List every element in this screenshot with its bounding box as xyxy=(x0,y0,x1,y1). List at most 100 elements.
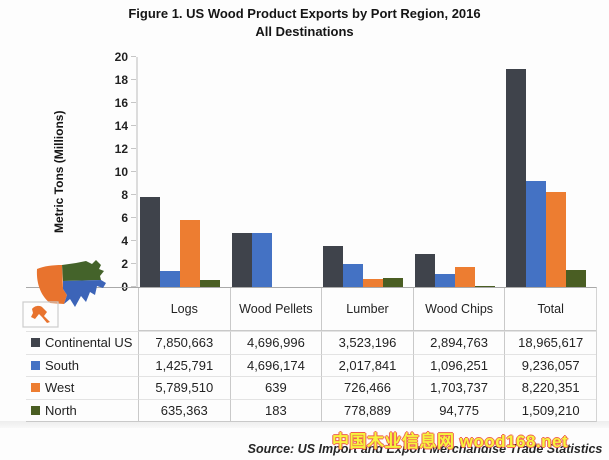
table-cell: 8,220,351 xyxy=(504,376,596,399)
y-tick-label: 2 xyxy=(121,257,128,271)
bar-continental-us xyxy=(140,196,160,287)
table-cell: 4,696,996 xyxy=(229,331,322,354)
bar-west xyxy=(546,192,567,287)
bar-south xyxy=(526,180,547,287)
legend-key-north xyxy=(31,405,40,415)
legend-key-west xyxy=(31,383,40,393)
bar-north xyxy=(474,285,495,287)
table-cell: 1,096,251 xyxy=(412,353,505,376)
table-header-wood-pellets: Wood Pellets xyxy=(229,288,322,331)
bar-continental-us xyxy=(323,246,344,287)
y-axis-tick-marks xyxy=(131,56,136,287)
table-row-continental-us-legend: Continental US xyxy=(26,331,138,354)
legend-key-continental-us xyxy=(31,338,40,348)
bar-west xyxy=(454,267,475,287)
table-cell: 4,696,174 xyxy=(229,353,322,376)
map-north-region xyxy=(62,260,104,281)
table-cell: 1,425,791 xyxy=(138,353,230,376)
bar-continental-us xyxy=(231,232,252,287)
table-row-south-legend: South xyxy=(26,353,138,377)
table-row-north-legend: North xyxy=(26,398,138,422)
bar-north xyxy=(200,279,220,287)
table-cell: 635,363 xyxy=(138,398,230,421)
chart-subtitle: All Destinations xyxy=(255,24,354,39)
bar-group-logs xyxy=(138,57,230,287)
table-row-west-legend: West xyxy=(26,376,138,399)
bar-north xyxy=(383,278,404,287)
bar-south xyxy=(251,233,272,287)
chart-title: Figure 1. US Wood Product Exports by Por… xyxy=(128,6,481,21)
y-axis-label: Metric Tons (Millions) xyxy=(52,110,66,234)
y-tick-mark xyxy=(131,217,136,218)
table-cell: 94,775 xyxy=(412,398,505,421)
table-cell: 1,703,737 xyxy=(412,376,505,399)
bar-south xyxy=(434,274,455,287)
y-tick-label: 16 xyxy=(114,96,128,110)
y-tick-mark xyxy=(131,56,136,57)
y-tick-mark xyxy=(131,194,136,195)
y-tick-mark xyxy=(131,148,136,149)
y-tick-label: 8 xyxy=(121,188,128,202)
y-tick-label: 14 xyxy=(114,119,128,133)
source-citation: Source: US Import and Export Merchandise… xyxy=(247,442,603,456)
us-region-map xyxy=(20,255,115,328)
y-tick-label: 20 xyxy=(114,50,128,64)
table-cell: 3,523,196 xyxy=(321,331,413,354)
table-cell: 726,466 xyxy=(321,376,413,399)
map-south-region xyxy=(63,280,106,307)
bar-south xyxy=(160,270,180,287)
y-tick-mark xyxy=(131,125,136,126)
bar-group-lumber xyxy=(321,57,413,287)
y-tick-label: 6 xyxy=(121,211,128,225)
y-tick-mark xyxy=(131,79,136,80)
legend-key-south xyxy=(31,360,40,370)
bar-west xyxy=(180,220,200,287)
bar-north xyxy=(566,269,587,287)
y-tick-label: 4 xyxy=(121,234,128,248)
alaska-inset-box xyxy=(22,301,59,328)
y-tick-label: 10 xyxy=(114,165,128,179)
table-header-logs: Logs xyxy=(138,288,230,331)
y-tick-mark xyxy=(131,171,136,172)
table-cell: 7,850,663 xyxy=(138,331,230,354)
table-cell: 9,236,057 xyxy=(504,353,596,376)
bar-south xyxy=(343,263,364,287)
table-cell: 2,894,763 xyxy=(412,331,505,354)
watermark-text: 中国木业信息网 wood168.net xyxy=(332,432,569,451)
y-tick-mark xyxy=(131,240,136,241)
bar-west xyxy=(363,278,384,287)
y-axis-line xyxy=(136,57,138,287)
bar-continental-us xyxy=(414,253,435,287)
y-tick-mark xyxy=(131,263,136,264)
map-alaska-region xyxy=(31,305,50,323)
bar-group-wood-chips xyxy=(413,57,505,287)
table-header-lumber: Lumber xyxy=(321,288,413,331)
legend-label-west: West xyxy=(45,380,75,396)
y-tick-mark xyxy=(131,286,136,287)
y-tick-label: 12 xyxy=(114,142,128,156)
bar-continental-us xyxy=(506,68,527,287)
legend-label-continental-us: Continental US xyxy=(45,335,133,351)
bar-group-total xyxy=(504,57,596,287)
legend-label-south: South xyxy=(45,357,79,373)
y-tick-mark xyxy=(131,102,136,103)
table-bottom-shade xyxy=(0,421,609,428)
chart-data-table: Logs Wood Pellets Lumber Wood Chips Tota… xyxy=(26,287,597,422)
table-header-wood-chips: Wood Chips xyxy=(412,288,505,331)
table-cell: 183 xyxy=(229,398,322,421)
table-cell: 778,889 xyxy=(321,398,413,421)
table-cell: 1,509,210 xyxy=(504,398,596,421)
plot-area xyxy=(138,57,596,287)
legend-label-north: North xyxy=(45,402,77,418)
table-header-total: Total xyxy=(504,288,596,331)
map-west-region xyxy=(36,265,67,304)
table-cell: 639 xyxy=(229,376,322,399)
us-region-map-svg xyxy=(22,260,106,328)
y-tick-label: 18 xyxy=(114,73,128,87)
bar-group-wood-pellets xyxy=(230,57,322,287)
table-cell: 18,965,617 xyxy=(504,331,596,354)
y-axis-tick-labels: 0 2 4 6 8 10 12 14 16 18 20 xyxy=(94,50,128,294)
table-cell: 5,789,510 xyxy=(138,376,230,399)
table-cell: 2,017,841 xyxy=(321,353,413,376)
